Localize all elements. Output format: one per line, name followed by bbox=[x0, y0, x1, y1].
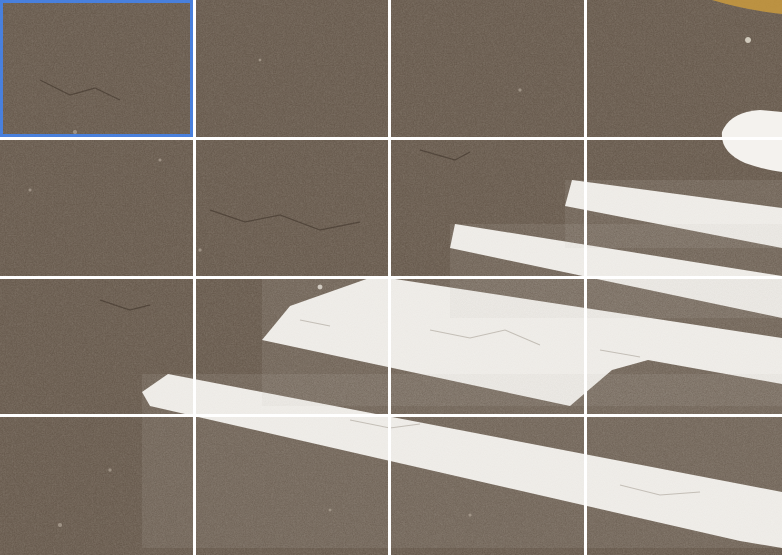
grid-tile-r2-c1[interactable] bbox=[0, 140, 193, 276]
grid-tile-r4-c2[interactable] bbox=[196, 417, 388, 555]
grid-tile-r1-c1[interactable] bbox=[0, 0, 193, 137]
grid-divider-h2 bbox=[0, 276, 782, 279]
grid-tile-r2-c2[interactable] bbox=[196, 140, 388, 276]
asphalt-specks bbox=[28, 37, 751, 527]
asphalt-cracks bbox=[39, 79, 471, 311]
grid-tile-r3-c1[interactable] bbox=[0, 279, 193, 414]
grid-divider-h3 bbox=[0, 414, 782, 417]
grid-tile-r4-c4[interactable] bbox=[587, 417, 782, 555]
paint-wear bbox=[142, 180, 782, 548]
grid-tile-r4-c3[interactable] bbox=[391, 417, 584, 555]
grid-tile-r1-c3[interactable] bbox=[391, 0, 584, 137]
grid-divider-h1 bbox=[0, 137, 782, 140]
grid-tile-r4-c1[interactable] bbox=[0, 417, 193, 555]
grid-tile-r3-c2[interactable] bbox=[196, 279, 388, 414]
corner-curb-accent bbox=[712, 0, 782, 14]
grid-tile-r2-c4[interactable] bbox=[587, 140, 782, 276]
curved-marking bbox=[721, 110, 782, 172]
grid-tile-r1-c4[interactable] bbox=[587, 0, 782, 137]
grid-tile-r2-c3[interactable] bbox=[391, 140, 584, 276]
grid-tile-r1-c2[interactable] bbox=[196, 0, 388, 137]
grid-tile-r3-c3[interactable] bbox=[391, 279, 584, 414]
grid-tile-r3-c4[interactable] bbox=[587, 279, 782, 414]
